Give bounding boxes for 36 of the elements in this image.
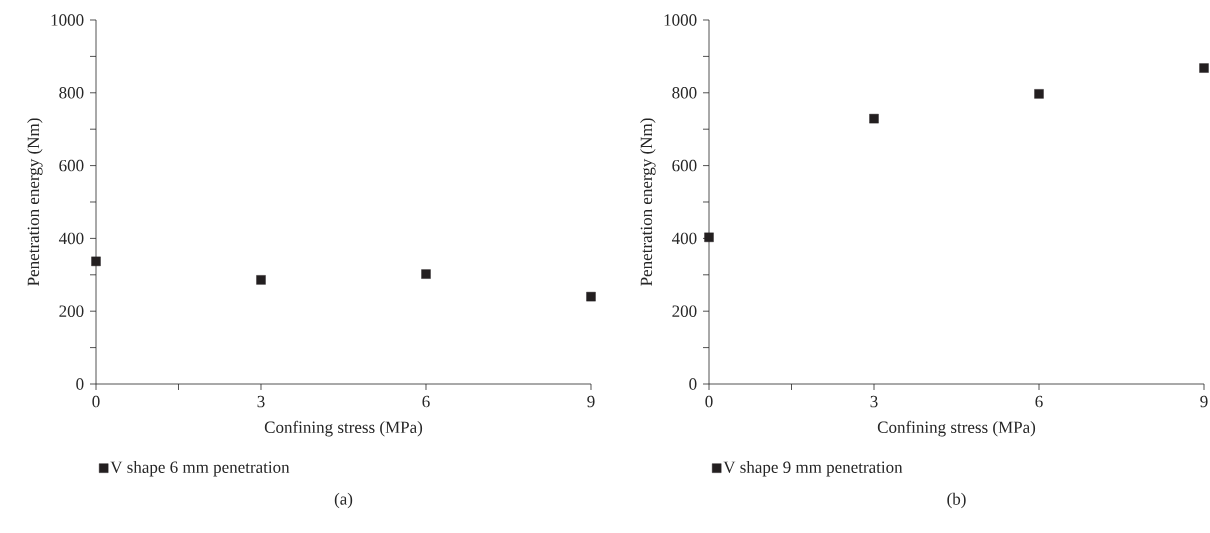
x-tick-label: 0 xyxy=(92,395,100,408)
y-tick-label: 1000 xyxy=(51,14,84,26)
x-tick-label: 6 xyxy=(422,395,430,408)
x-tick-label: 0 xyxy=(705,395,713,408)
x-axis-title: Confining stress (MPa) xyxy=(264,420,423,437)
text: (a) xyxy=(334,492,353,509)
x-tick-label: 3 xyxy=(870,395,878,408)
point xyxy=(704,232,714,243)
point xyxy=(421,269,431,279)
y-tick-label: 600 xyxy=(59,159,84,172)
text: (b) xyxy=(947,492,966,509)
y-tick-label: 400 xyxy=(671,232,697,245)
x-tick-label: 9 xyxy=(1200,395,1208,408)
y-tick-label: 600 xyxy=(672,159,697,172)
x-axis-title: Confining stress (MPa) xyxy=(877,420,1036,437)
y-tick-label: 800 xyxy=(59,87,84,99)
y-tick-label: 200 xyxy=(672,305,697,317)
x-tick-label: 3 xyxy=(257,395,265,408)
x-tick-label: 6 xyxy=(1035,395,1043,408)
y-tick-label: 1000 xyxy=(664,14,697,26)
y-tick-label: 0 xyxy=(689,378,697,390)
point xyxy=(256,275,266,285)
y-tick-label: 200 xyxy=(59,305,84,317)
point xyxy=(1034,89,1044,99)
legend-label: V shape 6 mm penetration xyxy=(110,461,290,477)
point xyxy=(91,256,101,267)
point xyxy=(1199,63,1209,73)
x-tick-label: 9 xyxy=(587,395,595,408)
y-tick-label: 400 xyxy=(58,232,84,245)
y-tick-label: 0 xyxy=(76,378,84,390)
point xyxy=(586,291,596,302)
y-axis-title: Penetration energy (Nm) xyxy=(27,118,43,286)
point xyxy=(869,113,879,124)
y-axis-title: Penetration energy (Nm) xyxy=(640,118,656,286)
y-tick-label: 800 xyxy=(672,87,697,99)
legend-label: V shape 9 mm penetration xyxy=(723,461,903,477)
